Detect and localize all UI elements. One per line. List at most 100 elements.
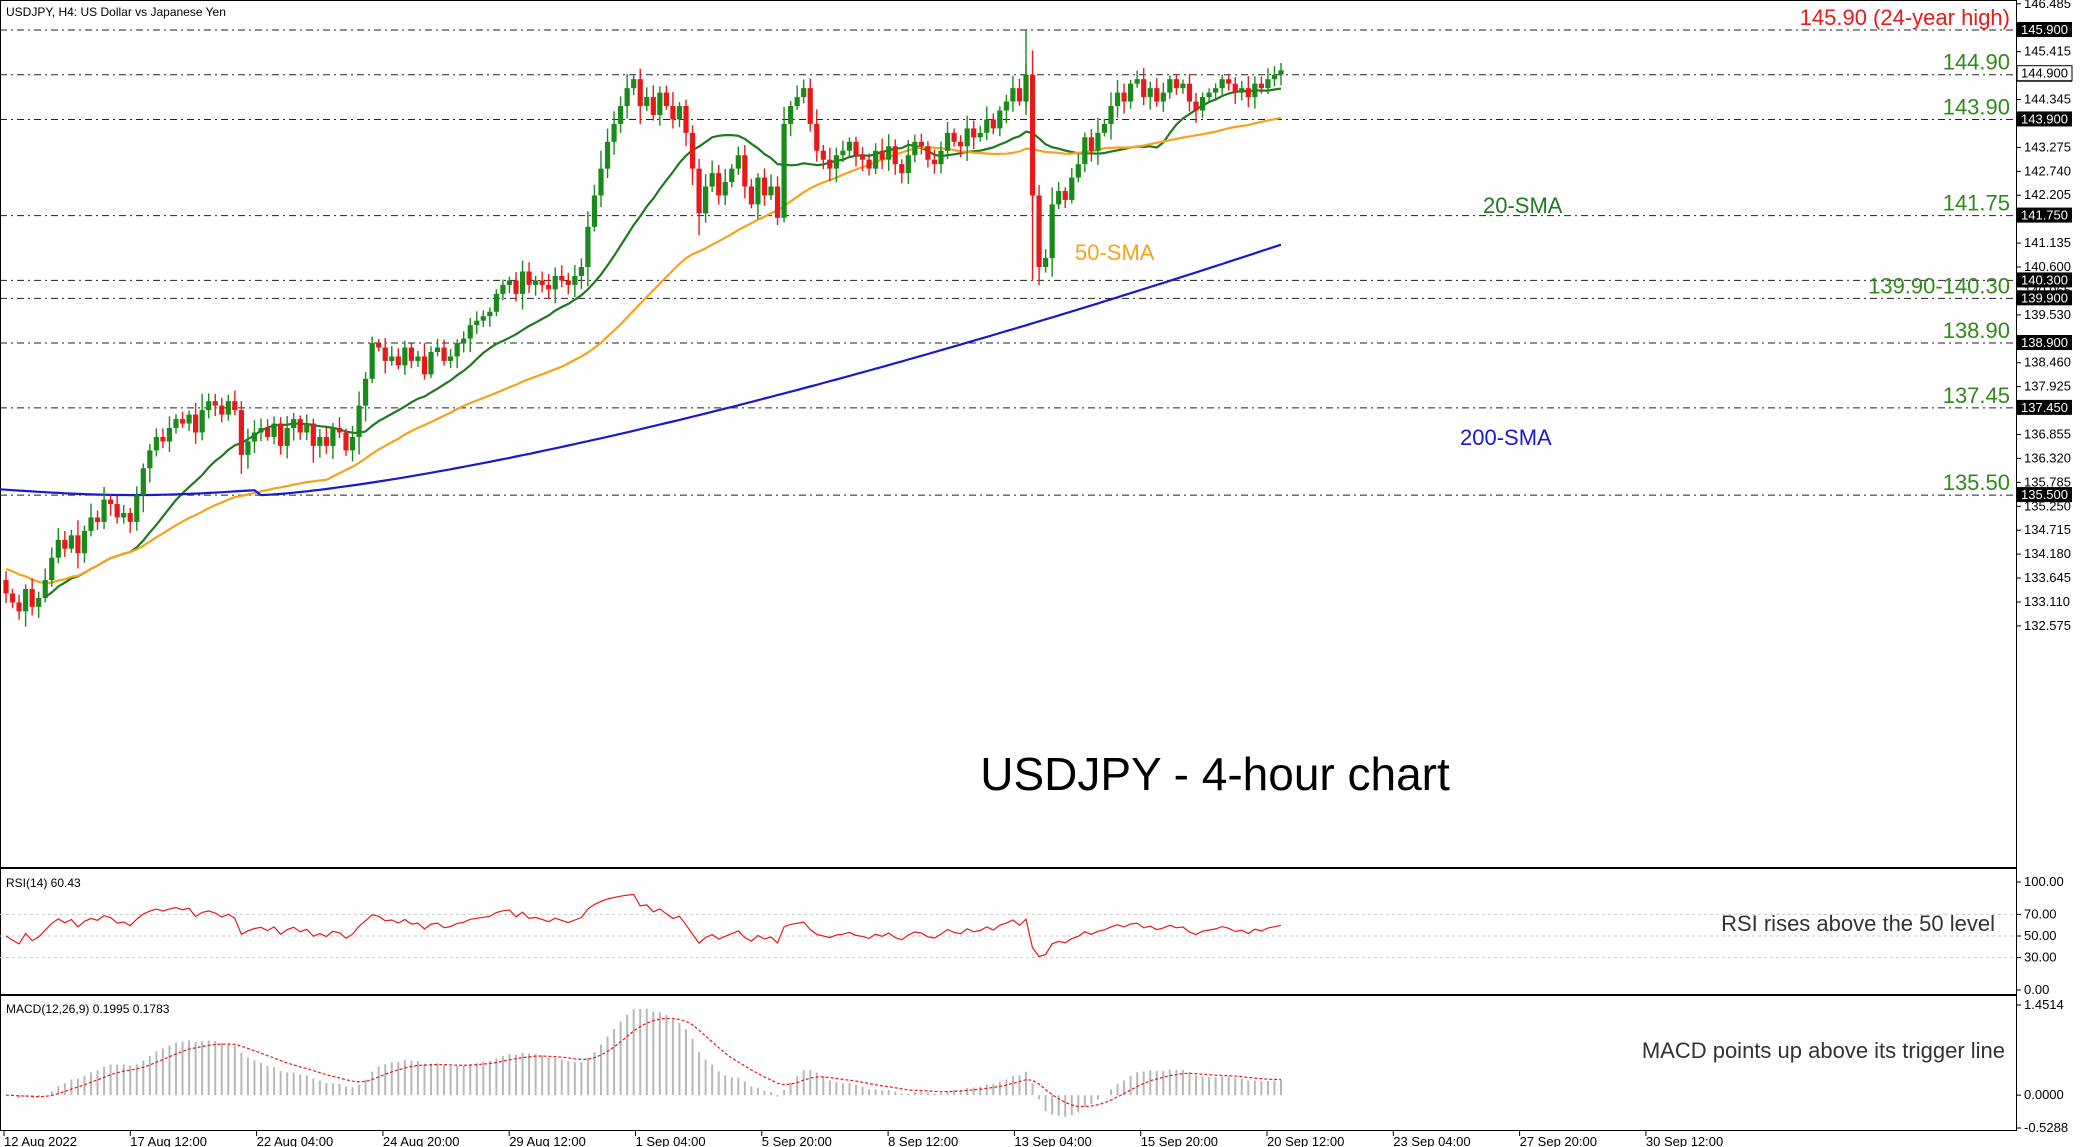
candle-body <box>121 512 127 518</box>
candle-body <box>624 88 630 107</box>
candle-body <box>990 119 996 129</box>
macd-tick-label: 0.0000 <box>2024 1087 2064 1102</box>
current-price-label: 144.900 <box>2021 66 2068 81</box>
candle-body <box>179 419 186 424</box>
candle-body <box>415 356 421 361</box>
candle-body <box>931 159 938 165</box>
candle-body <box>585 226 591 268</box>
rsi-panel-frame <box>0 868 2017 995</box>
candle-body <box>474 320 480 326</box>
candle-body <box>232 401 238 411</box>
candle-body <box>604 141 611 169</box>
candle-body <box>1062 190 1068 200</box>
candle-body <box>873 150 879 169</box>
level-label: 143.90 <box>1943 94 2010 119</box>
candle-body <box>101 499 107 522</box>
candle-body <box>611 123 617 142</box>
candle-body <box>1180 83 1186 89</box>
candle-body <box>212 401 218 406</box>
candle-body <box>1167 79 1173 93</box>
candle-body <box>1010 88 1016 102</box>
candle-body <box>997 110 1003 129</box>
candle-body <box>448 356 454 361</box>
candle-body <box>369 343 375 379</box>
candle-body <box>729 168 735 183</box>
price-tick-label: 134.715 <box>2024 522 2071 537</box>
level-label: 135.50 <box>1943 470 2010 495</box>
candle-body <box>1232 83 1238 93</box>
candle-body <box>859 155 866 160</box>
price-tick-label: 135.785 <box>2024 474 2071 489</box>
time-tick-label: 12 Aug 2022 <box>4 1134 77 1147</box>
candle-body <box>395 356 401 366</box>
price-level-box <box>2017 111 2072 127</box>
macd-panel-frame <box>0 995 2017 1131</box>
candle-body <box>467 325 473 339</box>
time-tick-label: 20 Sep 12:00 <box>1267 1134 1344 1147</box>
candle-body <box>219 405 225 415</box>
level-label: 141.75 <box>1943 191 2010 216</box>
macd-label: MACD(12,26,9) 0.1995 0.1783 <box>6 1002 170 1016</box>
candle-body <box>565 280 571 285</box>
candle-body <box>389 356 395 361</box>
candle-body <box>173 419 179 429</box>
candle-body <box>755 177 761 205</box>
candle-body <box>1101 123 1108 133</box>
sma200-line <box>0 243 1282 497</box>
candle-body <box>3 580 9 594</box>
candle-body <box>382 347 388 361</box>
candle-body <box>493 293 499 312</box>
candle-body <box>774 186 781 218</box>
candle-body <box>827 159 833 169</box>
candle-body <box>461 338 467 344</box>
candle-body <box>134 495 140 522</box>
candle-body <box>238 410 244 455</box>
candle-body <box>539 280 545 285</box>
candle-body <box>513 280 519 294</box>
rsi-label: RSI(14) 60.43 <box>6 876 81 890</box>
rsi-tick-label: 30.00 <box>2024 950 2057 965</box>
price-level-box-label: 137.450 <box>2021 400 2068 415</box>
candle-body <box>631 79 637 89</box>
candle-body <box>1271 74 1278 80</box>
price-level-box-label: 135.500 <box>2021 487 2068 502</box>
candle-body <box>147 450 153 469</box>
candle-body <box>964 128 970 147</box>
support-resistance-levels: 145.90 (24-year high) 144.90 143.90 141.75 1… <box>0 5 2016 496</box>
candle-body <box>55 539 61 558</box>
candle-body <box>376 343 382 348</box>
candle-body <box>918 141 924 147</box>
time-axis: 12 Aug 2022 17 Aug 12:00 22 Aug 04:00 24 Au… <box>3 1131 1723 1147</box>
candle-body <box>1134 79 1140 84</box>
rsi-tick-label: 0.00 <box>2024 982 2049 997</box>
candle-body <box>434 347 441 352</box>
rsi-tick-label: 50.00 <box>2024 928 2057 943</box>
price-tick-label: 136.855 <box>2024 426 2071 441</box>
level-label: 138.90 <box>1943 318 2010 343</box>
candle-body <box>1219 79 1225 89</box>
candle-body <box>1088 137 1094 151</box>
candle-body <box>944 132 951 151</box>
candle-body <box>75 535 81 554</box>
candle-body <box>193 414 199 433</box>
candle-body <box>853 141 859 156</box>
price-axis: 146.485 145.900 145.415 144.900 144.345 143.9… <box>2016 0 2073 1135</box>
rsi-annotation: RSI rises above the 50 level <box>1721 911 1995 936</box>
price-level-box <box>2017 290 2072 306</box>
candle-body <box>670 106 676 120</box>
candle-body <box>336 428 343 433</box>
candle-body <box>153 436 159 451</box>
candle-body <box>676 106 683 120</box>
price-level-box <box>2017 272 2072 288</box>
candle-body <box>1069 177 1075 200</box>
macd-annotation: MACD points up above its trigger line <box>1642 1038 2005 1063</box>
candle-body <box>801 88 807 98</box>
candle-body <box>598 168 604 196</box>
sma200-label: 200-SMA <box>1460 425 1552 450</box>
candle-body <box>1036 195 1042 268</box>
candle-body <box>1147 88 1153 98</box>
candle-body <box>1043 258 1049 268</box>
time-tick-label: 8 Sep 12:00 <box>888 1134 958 1147</box>
candle-body <box>696 168 702 214</box>
candle-body <box>271 423 277 437</box>
